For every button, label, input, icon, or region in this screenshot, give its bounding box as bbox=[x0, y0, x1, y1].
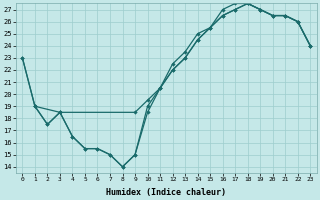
X-axis label: Humidex (Indice chaleur): Humidex (Indice chaleur) bbox=[106, 188, 226, 197]
